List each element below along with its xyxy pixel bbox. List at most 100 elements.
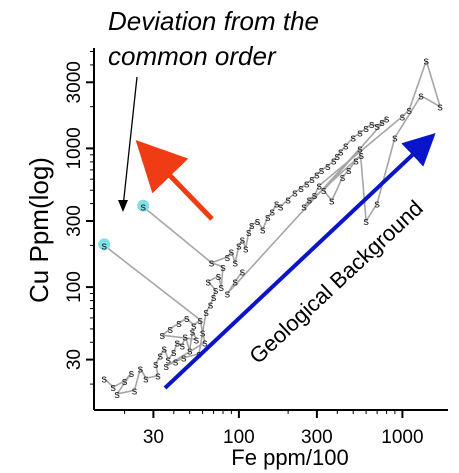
data-point: s (132, 385, 138, 397)
data-point: s (216, 271, 222, 283)
connector-line (159, 348, 165, 357)
connector-line (209, 296, 215, 305)
connector-line (116, 372, 133, 395)
connector-line (371, 123, 378, 127)
data-point: s (240, 266, 246, 278)
connector-line (183, 353, 200, 359)
connector-line (169, 322, 180, 330)
highlighted-point: s (101, 240, 107, 252)
data-point: s (240, 235, 246, 247)
data-point: s (340, 172, 346, 184)
connector-line (207, 280, 217, 291)
connector-line (303, 154, 362, 208)
connector-line (198, 311, 207, 355)
data-point: s (218, 282, 224, 294)
connector-line (365, 203, 378, 222)
data-point: s (358, 150, 364, 162)
data-point: s (101, 373, 107, 385)
connector-line (311, 173, 318, 180)
data-point: s (194, 334, 200, 346)
data-point: s (374, 199, 380, 211)
connector-line (155, 355, 161, 365)
data-point: s (143, 373, 149, 385)
connector-line (226, 147, 361, 295)
data-point: s (225, 289, 231, 301)
connector-line (226, 280, 236, 294)
data-point: s (325, 161, 331, 173)
data-point: s (278, 202, 284, 214)
data-point: s (316, 181, 322, 193)
highlighted-point: s (140, 202, 146, 214)
data-point: s (314, 169, 320, 181)
connector-line (348, 159, 357, 171)
data-point: s (379, 117, 385, 129)
connector-line (316, 169, 323, 175)
data-point: s (363, 123, 369, 135)
data-point: s (184, 313, 190, 325)
connector-line (333, 155, 338, 161)
connector-line (212, 289, 217, 298)
data-point: s (206, 276, 212, 288)
data-point: s (374, 121, 380, 133)
deviation-pointer-arrow (122, 76, 138, 208)
y-axis-ticks: 30 100 300 1000 3000 (64, 51, 94, 385)
highlighted-point-marker (98, 238, 111, 251)
data-point: s (208, 299, 214, 311)
connector-line (175, 356, 185, 363)
deviation-pointer-arrowhead (118, 200, 128, 212)
connector-line (303, 198, 311, 208)
data-point: s (270, 207, 276, 219)
connector-line (191, 330, 198, 340)
y-axis-label: Cu Ppm(log) (24, 157, 54, 303)
connector-line (251, 220, 258, 226)
data-point: s (400, 112, 406, 124)
connector-line (280, 198, 289, 208)
data-point: s (202, 337, 208, 349)
y-tick-label: 100 (64, 271, 85, 303)
data-point: s (298, 183, 304, 195)
data-point: s (384, 113, 390, 125)
connector-line (262, 216, 269, 230)
data-point: s (312, 190, 318, 202)
connector-line (165, 341, 206, 367)
connector-line (103, 244, 201, 321)
connector-line (376, 121, 383, 127)
connector-line (345, 136, 354, 147)
data-point: s (292, 188, 298, 200)
connector-line (211, 261, 224, 268)
connector-line (321, 165, 329, 171)
connector-line (193, 319, 201, 327)
connector-line (271, 203, 278, 213)
data-point: s (166, 355, 172, 367)
connector-line (178, 317, 188, 324)
connector-line (139, 367, 147, 379)
connector-line (365, 123, 373, 129)
connector-line (161, 328, 171, 336)
data-point: s (173, 357, 179, 369)
data-point: s (274, 199, 280, 211)
y-tick-label: 300 (64, 205, 85, 237)
data-point: s (200, 328, 206, 340)
data-point: s (190, 326, 196, 338)
connector-line (420, 95, 441, 108)
data-point: s (167, 324, 173, 336)
connector-line (103, 377, 114, 388)
data-point: s (346, 165, 352, 177)
data-point: s (197, 315, 203, 327)
data-point: s (213, 285, 219, 297)
deviation-annotation: Deviation from the common order (108, 6, 326, 71)
y-tick-label: 3000 (64, 61, 85, 103)
x-axis-label: Fe ppm/100 (231, 445, 348, 470)
connector-line (313, 185, 320, 196)
y-tick-label: 1000 (64, 127, 85, 169)
connector-line (186, 317, 195, 326)
connector-line (336, 151, 342, 157)
connector-line (176, 341, 183, 347)
data-point: s (255, 216, 261, 228)
data-point: s (211, 292, 217, 304)
connector-line (294, 187, 302, 194)
data-point: s (181, 353, 187, 365)
connector-line (256, 220, 264, 231)
connector-line (300, 182, 308, 189)
